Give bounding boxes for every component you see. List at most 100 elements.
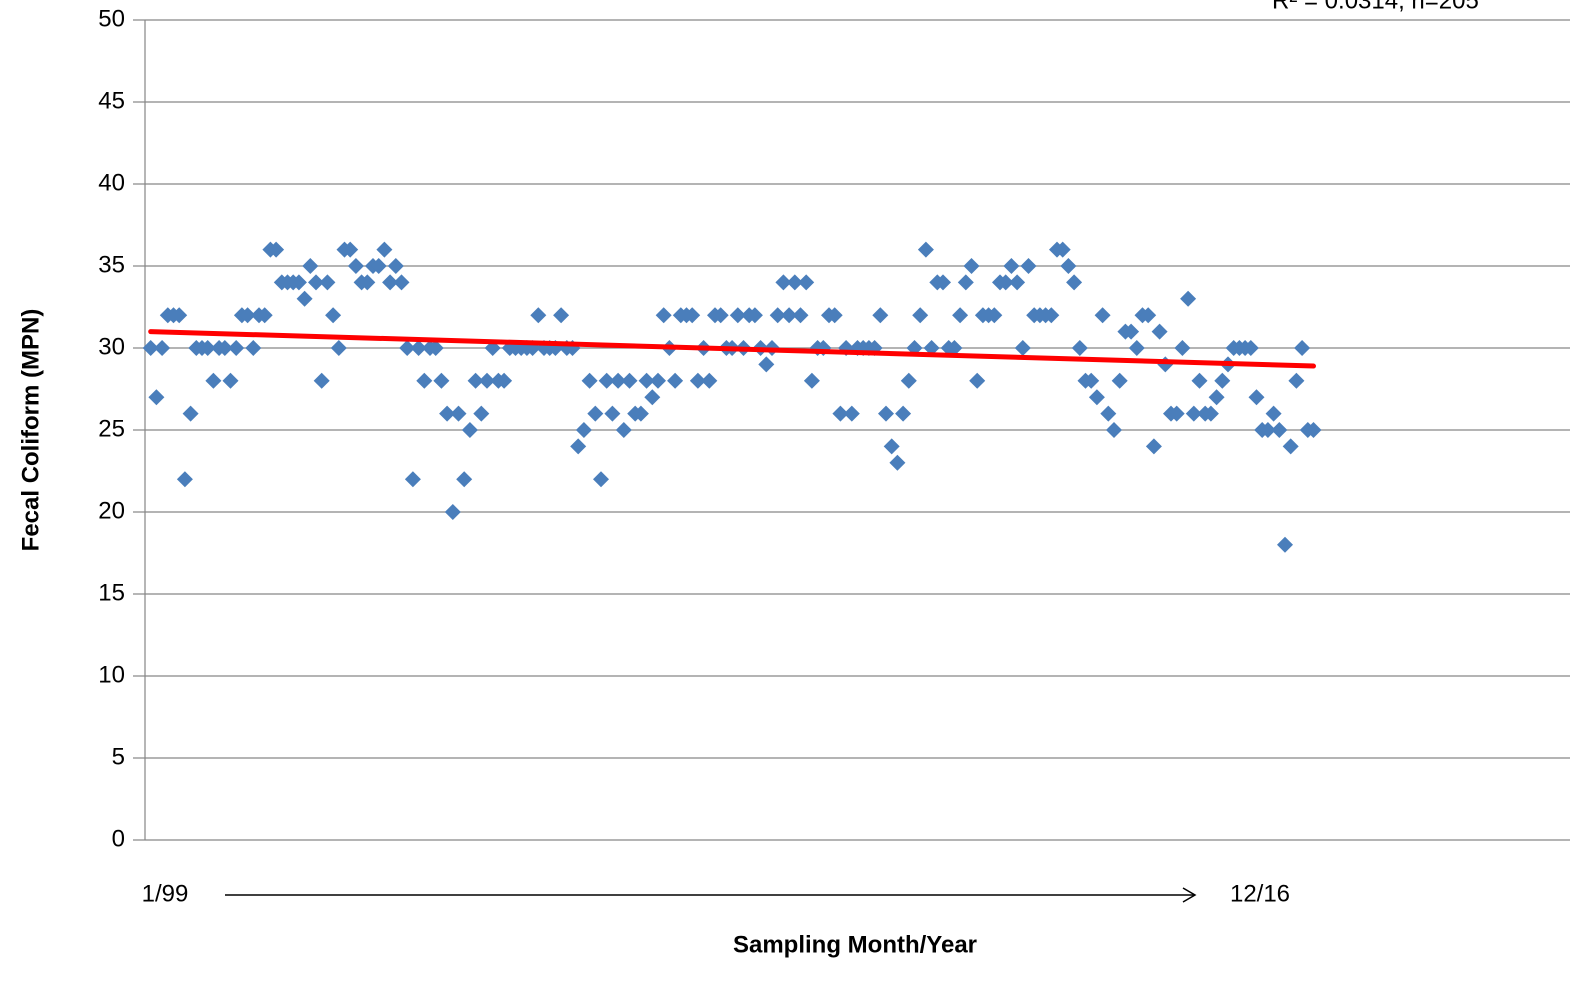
y-tick-label: 45 [98, 87, 125, 114]
point [1151, 323, 1168, 340]
point [1191, 372, 1208, 389]
point [1265, 405, 1282, 422]
point [1259, 422, 1276, 438]
point [1020, 258, 1037, 274]
point [1242, 340, 1259, 356]
point [1094, 307, 1111, 324]
point [587, 405, 604, 422]
point [1145, 438, 1162, 455]
y-tick-label: 5 [112, 743, 125, 770]
point [667, 372, 684, 389]
point [997, 274, 1014, 291]
point [1128, 340, 1145, 356]
point [969, 372, 986, 389]
point [1088, 389, 1105, 406]
point [963, 258, 980, 274]
point [1083, 372, 1100, 389]
point [1271, 422, 1288, 438]
point [308, 274, 324, 291]
time-arrow-head [1182, 887, 1197, 903]
point [439, 405, 456, 422]
point [256, 307, 273, 324]
point [872, 307, 889, 324]
point [313, 372, 330, 389]
point [467, 372, 484, 389]
point [142, 340, 159, 356]
point [610, 372, 627, 389]
point [376, 241, 393, 258]
point [1003, 258, 1020, 274]
point [404, 471, 421, 488]
point [1157, 356, 1174, 373]
y-tick-label: 50 [98, 5, 125, 32]
point [1066, 274, 1083, 291]
point [222, 372, 239, 389]
point [746, 307, 763, 324]
point [878, 405, 894, 422]
point [1282, 438, 1299, 455]
point [553, 307, 570, 324]
point [957, 274, 974, 291]
point [171, 307, 188, 324]
point [621, 372, 638, 389]
point [729, 307, 746, 324]
point [1202, 405, 1219, 422]
point [387, 258, 404, 274]
y-tick-label: 40 [98, 169, 125, 196]
point [689, 372, 706, 389]
x-end-label: 12/16 [1230, 880, 1290, 907]
point [655, 307, 672, 324]
point [792, 307, 809, 324]
point [382, 274, 399, 291]
point [575, 422, 592, 438]
point [638, 372, 655, 389]
y-tick-label: 0 [112, 825, 125, 852]
point [644, 389, 661, 406]
point [832, 405, 849, 422]
point [325, 307, 342, 324]
point [935, 274, 951, 291]
point [1208, 389, 1225, 406]
point [895, 405, 912, 422]
point [530, 307, 547, 324]
point [986, 307, 1003, 324]
y-tick-label: 15 [98, 579, 125, 606]
point [479, 372, 495, 389]
point [359, 274, 376, 291]
point [701, 372, 718, 389]
point [410, 340, 427, 356]
point [347, 258, 364, 274]
point [712, 307, 729, 324]
point [1168, 405, 1185, 422]
point [1043, 307, 1060, 324]
point [803, 372, 820, 389]
point [228, 340, 245, 356]
point [461, 422, 478, 438]
point [923, 340, 940, 356]
point [798, 274, 815, 291]
point [205, 372, 222, 389]
point [1214, 372, 1231, 389]
point [615, 422, 632, 438]
point [581, 372, 598, 389]
point [330, 340, 347, 356]
point [342, 241, 359, 258]
point [758, 356, 775, 373]
y-tick-label: 20 [98, 497, 125, 524]
point [176, 471, 193, 488]
point [148, 389, 165, 406]
point [593, 471, 609, 488]
point [650, 372, 666, 389]
point [952, 307, 969, 324]
point [182, 405, 199, 422]
point [826, 307, 843, 324]
point [427, 340, 444, 356]
point [444, 504, 461, 520]
point [1277, 536, 1293, 553]
point [946, 340, 963, 356]
y-tick-label: 25 [98, 415, 125, 442]
point [684, 307, 701, 324]
point [598, 372, 615, 389]
point [456, 471, 473, 488]
point [843, 405, 860, 422]
